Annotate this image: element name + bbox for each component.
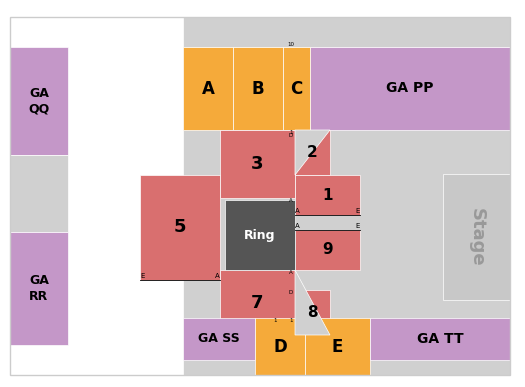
Bar [183,47,510,345]
Text: A: A [289,270,293,275]
Text: E: E [332,337,343,356]
Bar [220,270,295,335]
Text: E: E [355,208,360,214]
Text: D: D [273,337,287,356]
Polygon shape [295,270,330,335]
Text: 2: 2 [307,145,318,160]
Bar [183,318,255,360]
Text: B: B [251,79,264,98]
Bar [225,200,295,270]
Text: GA TT: GA TT [417,332,463,346]
Text: GA
QQ: GA QQ [28,87,50,115]
Text: A: A [295,208,300,214]
Text: E: E [140,273,144,279]
Text: GA SS: GA SS [198,332,240,346]
Text: E: E [355,223,360,229]
Text: C: C [290,79,302,98]
Bar [370,318,510,360]
Bar [183,47,233,130]
Text: A: A [215,273,220,279]
Bar [443,174,510,300]
Bar [220,130,295,198]
Text: 1: 1 [289,318,293,323]
Text: 8: 8 [307,305,318,320]
Bar [295,175,360,215]
Text: 1: 1 [273,318,277,323]
Text: 10: 10 [288,42,295,47]
Text: Ring: Ring [244,228,276,241]
Bar [183,345,510,375]
Text: D: D [289,290,293,295]
Text: 9: 9 [322,243,333,257]
Bar [10,232,68,345]
Bar [10,155,68,232]
Bar [10,47,68,155]
Polygon shape [295,130,330,175]
Text: A: A [202,79,214,98]
Text: D: D [289,133,293,138]
Text: Stage: Stage [467,208,486,266]
Text: 3: 3 [251,155,264,173]
Text: A: A [295,223,300,229]
Bar [305,318,370,375]
Text: 7: 7 [251,293,264,312]
Bar [295,290,330,335]
Text: 5: 5 [174,219,186,236]
Text: GA PP: GA PP [386,82,434,96]
Text: 1: 1 [322,187,333,202]
Text: A: A [289,198,293,203]
Bar [283,47,310,130]
Bar [295,130,330,175]
Bar [255,318,305,375]
Bar [183,17,510,47]
Text: 1: 1 [289,130,293,135]
Bar [140,175,220,280]
Bar [295,230,360,270]
Text: GA
RR: GA RR [29,274,49,303]
Bar [310,47,510,130]
Bar [233,47,283,130]
